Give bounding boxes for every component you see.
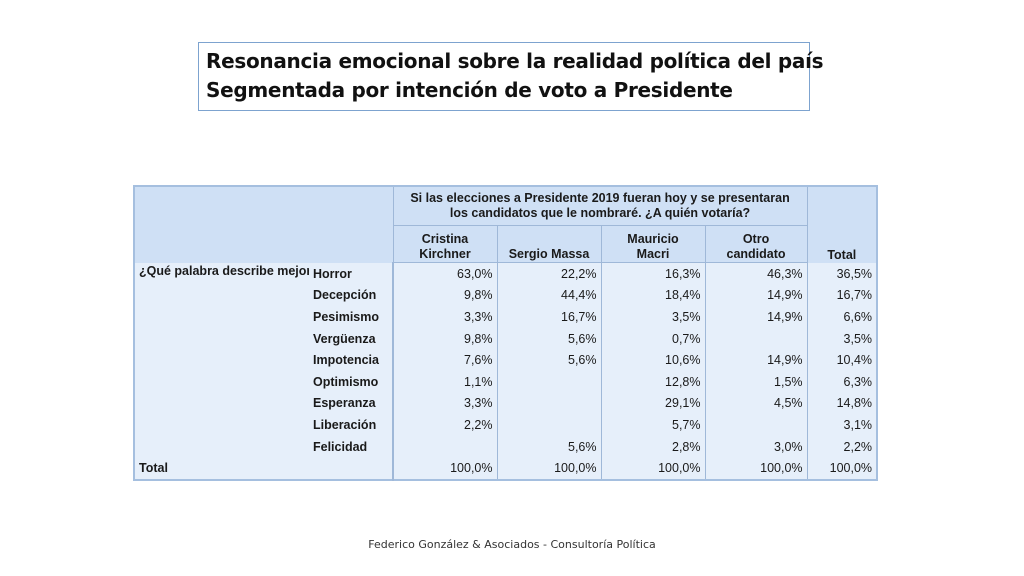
table-cell: 3,5% <box>806 327 878 350</box>
table-cell: 2,2% <box>806 435 878 458</box>
row-label: Felicidad <box>313 439 368 454</box>
table-cell: 5,6% <box>496 327 601 350</box>
footer: Federico González & Asociados - Consulto… <box>368 538 656 551</box>
slide-subtitle: Segmentada por intención de voto a Presi… <box>206 78 733 102</box>
total-row-label: Total <box>139 461 168 476</box>
table-cell: 29,1% <box>600 392 705 415</box>
table-cell <box>392 435 497 458</box>
table-cell: 3,1% <box>806 414 878 436</box>
question-label: ¿Qué palabra describe mejor su sentimien… <box>139 263 309 278</box>
column-header-kirchner: Cristina Kirchner <box>392 225 497 263</box>
table-cell: 16,3% <box>600 262 705 285</box>
table-cell: 5,6% <box>496 349 601 371</box>
table-cell: 1,1% <box>392 370 497 393</box>
header-corner <box>134 186 393 263</box>
table-cell: 5,7% <box>600 414 705 436</box>
table-cell: 63,0% <box>392 262 497 285</box>
total-row: Total 100,0% 100,0% 100,0% 100,0% 100,0% <box>134 457 878 480</box>
table-cell: 3,0% <box>704 435 808 458</box>
table-cell <box>496 414 601 436</box>
table-cell: 9,8% <box>392 284 497 307</box>
table-cell: 9,8% <box>392 327 497 350</box>
table-cell: 18,4% <box>600 284 705 307</box>
table-cell: 4,5% <box>704 392 808 415</box>
row-label: Horror <box>313 266 352 281</box>
table-row: Decepción 9,8% 44,4% 18,4% 14,9% 16,7% <box>134 284 878 307</box>
table-cell <box>496 370 601 393</box>
row-label: Decepción <box>313 288 377 303</box>
table-cell: 5,6% <box>496 435 601 458</box>
table-row: Impotencia 7,6% 5,6% 10,6% 14,9% 10,4% <box>134 349 878 371</box>
column-header-otro: Otro candidato <box>704 225 808 263</box>
table-row: Optimismo 1,1% 12,8% 1,5% 6,3% <box>134 370 878 393</box>
table-row: Pesimismo 3,3% 16,7% 3,5% 14,9% 6,6% <box>134 306 878 328</box>
table-row: Vergüenza 9,8% 5,6% 0,7% 3,5% <box>134 327 878 350</box>
table-cell: 10,6% <box>600 349 705 371</box>
table-cell: 7,6% <box>392 349 497 371</box>
table-cell: 44,4% <box>496 284 601 307</box>
row-label: Pesimismo <box>313 309 380 324</box>
table-row: Liberación 2,2% 5,7% 3,1% <box>134 414 878 436</box>
table-cell: 3,3% <box>392 392 497 415</box>
table-cell: 46,3% <box>704 262 808 285</box>
table-cell <box>704 414 808 436</box>
vote-intention-header: Si las elecciones a Presidente 2019 fuer… <box>392 186 808 226</box>
table-cell: 6,3% <box>806 370 878 393</box>
table-row: Esperanza 3,3% 29,1% 4,5% 14,8% <box>134 392 878 415</box>
table-row: Felicidad 5,6% 2,8% 3,0% 2,2% <box>134 435 878 458</box>
row-label: Liberación <box>313 417 377 432</box>
table-cell: 16,7% <box>496 306 601 328</box>
column-header-massa: Sergio Massa <box>496 225 601 263</box>
total-column-header: Total <box>806 186 878 263</box>
table-cell: 100,0% <box>806 457 878 480</box>
table-cell: 14,9% <box>704 284 808 307</box>
table-cell: 0,7% <box>600 327 705 350</box>
table-row: ¿Qué palabra describe mejor su sentimien… <box>134 262 878 285</box>
row-label: Impotencia <box>313 353 379 368</box>
table-cell: 100,0% <box>496 457 601 480</box>
table-cell: 2,8% <box>600 435 705 458</box>
table-cell: 14,9% <box>704 349 808 371</box>
table-cell: 3,5% <box>600 306 705 328</box>
table-cell: 1,5% <box>704 370 808 393</box>
crosstab-table: Si las elecciones a Presidente 2019 fuer… <box>133 185 879 481</box>
row-label: Optimismo <box>313 374 379 389</box>
table-cell: 2,2% <box>392 414 497 436</box>
table-cell: 6,6% <box>806 306 878 328</box>
table-cell: 10,4% <box>806 349 878 371</box>
table-cell <box>496 392 601 415</box>
table-cell: 14,8% <box>806 392 878 415</box>
table-cell: 14,9% <box>704 306 808 328</box>
slide-title-box: Resonancia emocional sobre la realidad p… <box>198 42 824 111</box>
table-cell: 36,5% <box>806 262 878 285</box>
table-cell: 16,7% <box>806 284 878 307</box>
table-cell: 22,2% <box>496 262 601 285</box>
table-cell: 3,3% <box>392 306 497 328</box>
table-cell: 100,0% <box>392 457 497 480</box>
column-header-macri: Mauricio Macri <box>600 225 705 263</box>
table-cell: 100,0% <box>600 457 705 480</box>
table-cell: 12,8% <box>600 370 705 393</box>
table-cell <box>704 327 808 350</box>
row-label: Vergüenza <box>313 331 376 346</box>
table-body: ¿Qué palabra describe mejor su sentimien… <box>134 262 878 480</box>
table-cell: 100,0% <box>704 457 808 480</box>
row-label: Esperanza <box>313 396 376 411</box>
slide-title: Resonancia emocional sobre la realidad p… <box>206 49 824 73</box>
